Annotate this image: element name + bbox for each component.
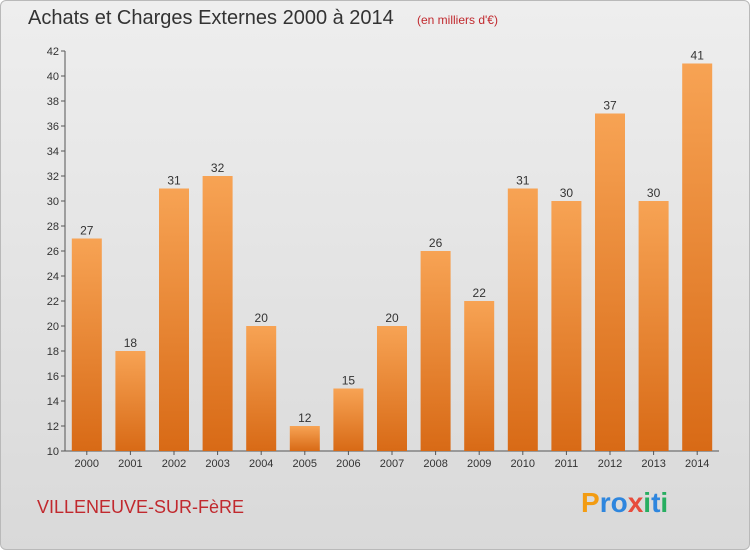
- logo-letter: x: [627, 487, 644, 518]
- x-tick-label: 2003: [205, 458, 229, 470]
- y-tick-label: 20: [47, 321, 59, 333]
- bar: [202, 176, 233, 451]
- y-tick-label: 34: [47, 146, 59, 158]
- commune-name: VILLENEUVE-SUR-FèRE: [37, 497, 245, 517]
- y-tick-label: 30: [47, 196, 59, 208]
- bar: [464, 301, 495, 451]
- data-label: 22: [473, 286, 487, 300]
- data-label: 20: [385, 311, 399, 325]
- data-label: 32: [211, 161, 225, 175]
- chart-subtitle: (en milliers d'€): [417, 13, 498, 27]
- proxiti-logo: Proxiti: [581, 487, 668, 519]
- data-label: 31: [167, 174, 181, 188]
- x-tick-label: 2013: [641, 458, 665, 470]
- bar: [333, 388, 364, 451]
- x-tick-label: 2000: [75, 458, 99, 470]
- x-tick-label: 2012: [598, 458, 622, 470]
- y-tick-label: 32: [47, 171, 59, 183]
- data-label: 20: [255, 311, 269, 325]
- x-tick-label: 2005: [293, 458, 317, 470]
- y-tick-label: 36: [47, 121, 59, 133]
- x-tick-label: 2004: [249, 458, 273, 470]
- bar: [246, 326, 277, 451]
- y-tick-label: 40: [47, 71, 59, 83]
- y-tick-label: 38: [47, 96, 59, 108]
- chart-title: Achats et Charges Externes 2000 à 2014: [28, 7, 394, 29]
- data-label: 31: [516, 174, 530, 188]
- logo-letter: o: [610, 487, 628, 518]
- y-tick-label: 42: [47, 46, 59, 58]
- bar: [420, 251, 451, 451]
- y-tick-label: 16: [47, 371, 59, 383]
- bar: [289, 426, 320, 451]
- x-tick-label: 2008: [423, 458, 447, 470]
- logo-letter: i: [643, 487, 652, 518]
- x-tick-label: 2010: [511, 458, 535, 470]
- bar: [551, 201, 582, 451]
- bar: [159, 188, 189, 451]
- y-tick-label: 28: [47, 221, 59, 233]
- y-tick-label: 18: [47, 346, 59, 358]
- data-label: 18: [124, 336, 138, 350]
- x-tick-label: 2006: [336, 458, 360, 470]
- bar: [595, 113, 625, 451]
- logo-letter: r: [599, 487, 611, 518]
- bars-group: 27 18 31 32 20 12 15 20 26 22 31 30 37 30 41: [71, 49, 713, 451]
- bar: [682, 63, 713, 451]
- logo-letter: P: [581, 487, 600, 518]
- x-tick-label: 2002: [162, 458, 186, 470]
- x-tick-label: 2009: [467, 458, 491, 470]
- bar: [115, 351, 146, 451]
- data-label: 30: [647, 186, 661, 200]
- bar: [71, 238, 102, 451]
- x-tick-label: 2007: [380, 458, 404, 470]
- x-axis: 2000 2001 2002 2003 2004 2005 2006 2007 2008 2009…: [75, 451, 709, 470]
- y-tick-label: 12: [47, 421, 59, 433]
- data-label: 27: [80, 224, 94, 238]
- x-tick-label: 2014: [685, 458, 709, 470]
- y-tick-label: 14: [47, 396, 59, 408]
- data-label: 15: [342, 374, 356, 388]
- bar: [377, 326, 407, 451]
- data-label: 37: [603, 99, 617, 113]
- x-tick-label: 2001: [118, 458, 142, 470]
- data-label: 30: [560, 186, 574, 200]
- logo-letter: i: [660, 487, 669, 518]
- data-label: 26: [429, 236, 443, 250]
- y-tick-label: 10: [47, 446, 59, 458]
- y-tick-label: 24: [47, 271, 59, 283]
- data-label: 12: [298, 411, 312, 425]
- x-tick-label: 2011: [555, 458, 579, 470]
- y-tick-label: 26: [47, 246, 59, 258]
- bar: [638, 201, 669, 451]
- bar: [507, 188, 538, 451]
- logo-letter: t: [651, 487, 661, 518]
- data-label: 41: [691, 49, 705, 63]
- y-tick-label: 22: [47, 296, 59, 308]
